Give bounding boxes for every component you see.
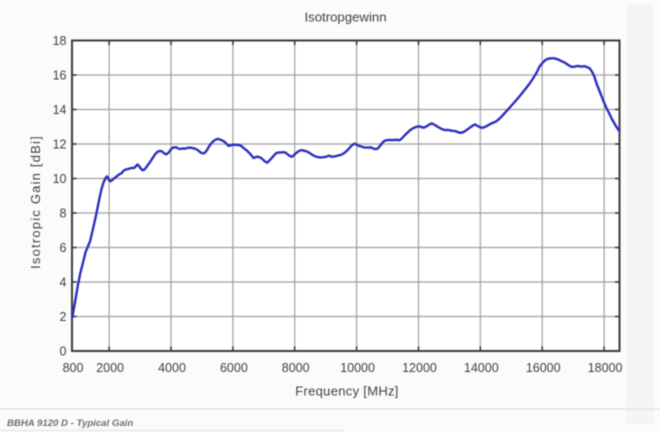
svg-text:Isotropgewinn: Isotropgewinn [304,10,386,25]
svg-text:10: 10 [53,172,67,186]
svg-text:18: 18 [53,34,67,48]
svg-text:8: 8 [60,207,67,221]
svg-text:6000: 6000 [220,361,248,375]
svg-text:10000: 10000 [340,361,375,375]
svg-text:12: 12 [53,138,67,152]
svg-text:0: 0 [60,345,67,359]
svg-text:800: 800 [63,361,84,375]
svg-text:16: 16 [53,69,67,83]
svg-text:18000: 18000 [588,361,623,375]
svg-text:BBHA 9120 D - Typical Gain: BBHA 9120 D - Typical Gain [7,418,133,429]
svg-text:2000: 2000 [96,361,124,375]
svg-text:6: 6 [60,241,67,255]
svg-text:Frequency [MHz]: Frequency [MHz] [295,384,398,399]
svg-text:14: 14 [53,103,67,117]
svg-text:2: 2 [60,310,67,324]
svg-text:12000: 12000 [402,361,437,375]
svg-text:4: 4 [60,276,67,290]
svg-text:4000: 4000 [158,361,186,375]
svg-text:16000: 16000 [526,361,561,375]
svg-text:8000: 8000 [282,361,310,375]
svg-text:14000: 14000 [464,361,499,375]
svg-text:Isotropic Gain [dBi]: Isotropic Gain [dBi] [28,135,43,269]
